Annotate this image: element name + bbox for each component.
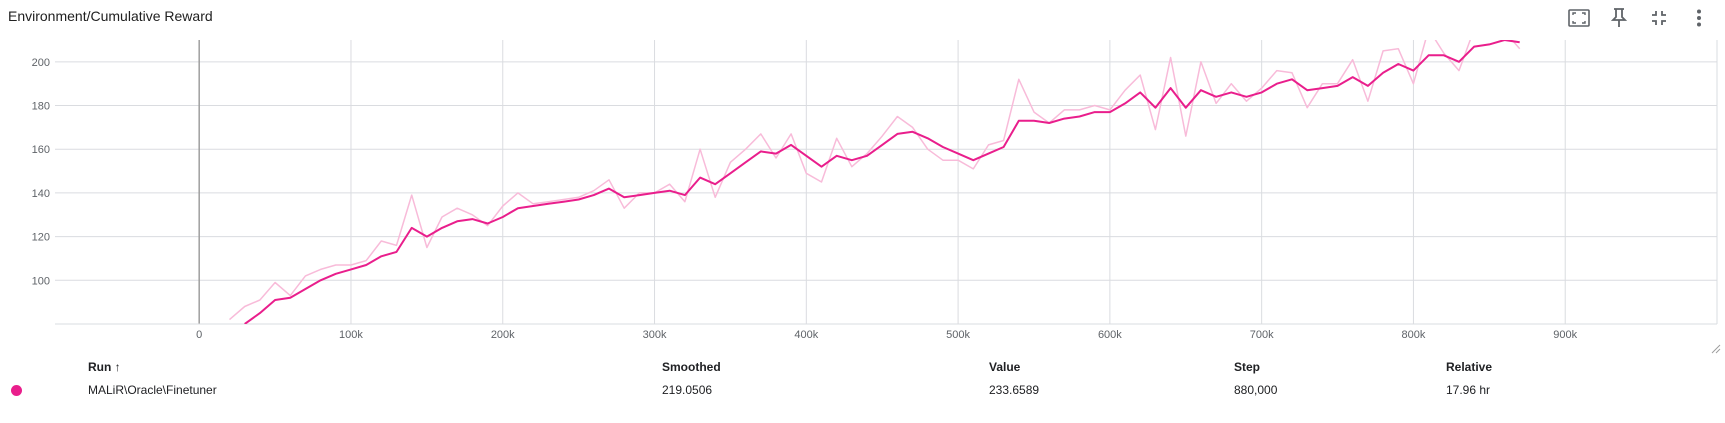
runs-table: Run ↑ Smoothed Value Step Relative MALiR… [0,356,1725,402]
series-line-smoothed[interactable] [244,40,1520,324]
step-value: 880,000 [1234,383,1278,397]
x-tick-label: 0 [196,329,202,341]
runs-table-header: Run ↑ Smoothed Value Step Relative [0,356,1725,378]
y-tick-label: 160 [32,144,50,156]
header-relative[interactable]: Relative [1446,360,1493,374]
y-tick-label: 180 [32,101,50,113]
run-name: MALiR\Oracle\Finetuner [88,383,217,397]
x-tick-label: 600k [1098,329,1122,341]
resize-handle-icon[interactable] [1711,344,1721,354]
relative-time: 17.96 hr [1446,383,1491,397]
y-tick-label: 120 [32,232,50,244]
card-toolbar [1563,4,1715,32]
x-tick-label: 900k [1553,329,1577,341]
x-tick-label: 200k [491,329,515,341]
header-value[interactable]: Value [989,360,1021,374]
pin-button[interactable] [1603,4,1635,32]
collapse-icon [1652,11,1666,25]
y-tick-label: 100 [32,275,50,287]
header-step[interactable]: Step [1234,360,1261,374]
x-tick-label: 300k [643,329,667,341]
more-options-button[interactable] [1683,4,1715,32]
header-run[interactable]: Run ↑ [88,360,121,374]
chart-plot[interactable]: 100 120 140 160 180 200 0 100k 200k 300k 400k 500k 6… [0,0,1725,350]
collapse-button[interactable] [1643,4,1675,32]
x-tick-label: 400k [794,329,818,341]
y-tick-label: 140 [32,188,50,200]
more-vert-icon [1697,9,1701,27]
fit-domain-button[interactable] [1563,4,1595,32]
smoothed-value: 219.0506 [662,383,713,397]
table-row: MALiR\Oracle\Finetuner 219.0506 233.6589… [0,378,1725,402]
header-spacer [0,356,88,378]
raw-value: 233.6589 [989,383,1040,397]
header-smoothed[interactable]: Smoothed [662,360,721,374]
y-tick-label: 200 [32,57,50,69]
x-tick-label: 100k [339,329,363,341]
run-color-swatch [11,385,22,397]
fit-domain-icon [1568,9,1590,27]
chart-title: Environment/Cumulative Reward [8,8,213,24]
x-tick-label: 800k [1402,329,1426,341]
pin-icon [1611,8,1627,27]
x-tick-label: 500k [946,329,970,341]
series-line-raw[interactable] [229,29,1521,321]
x-tick-label: 700k [1250,329,1274,341]
